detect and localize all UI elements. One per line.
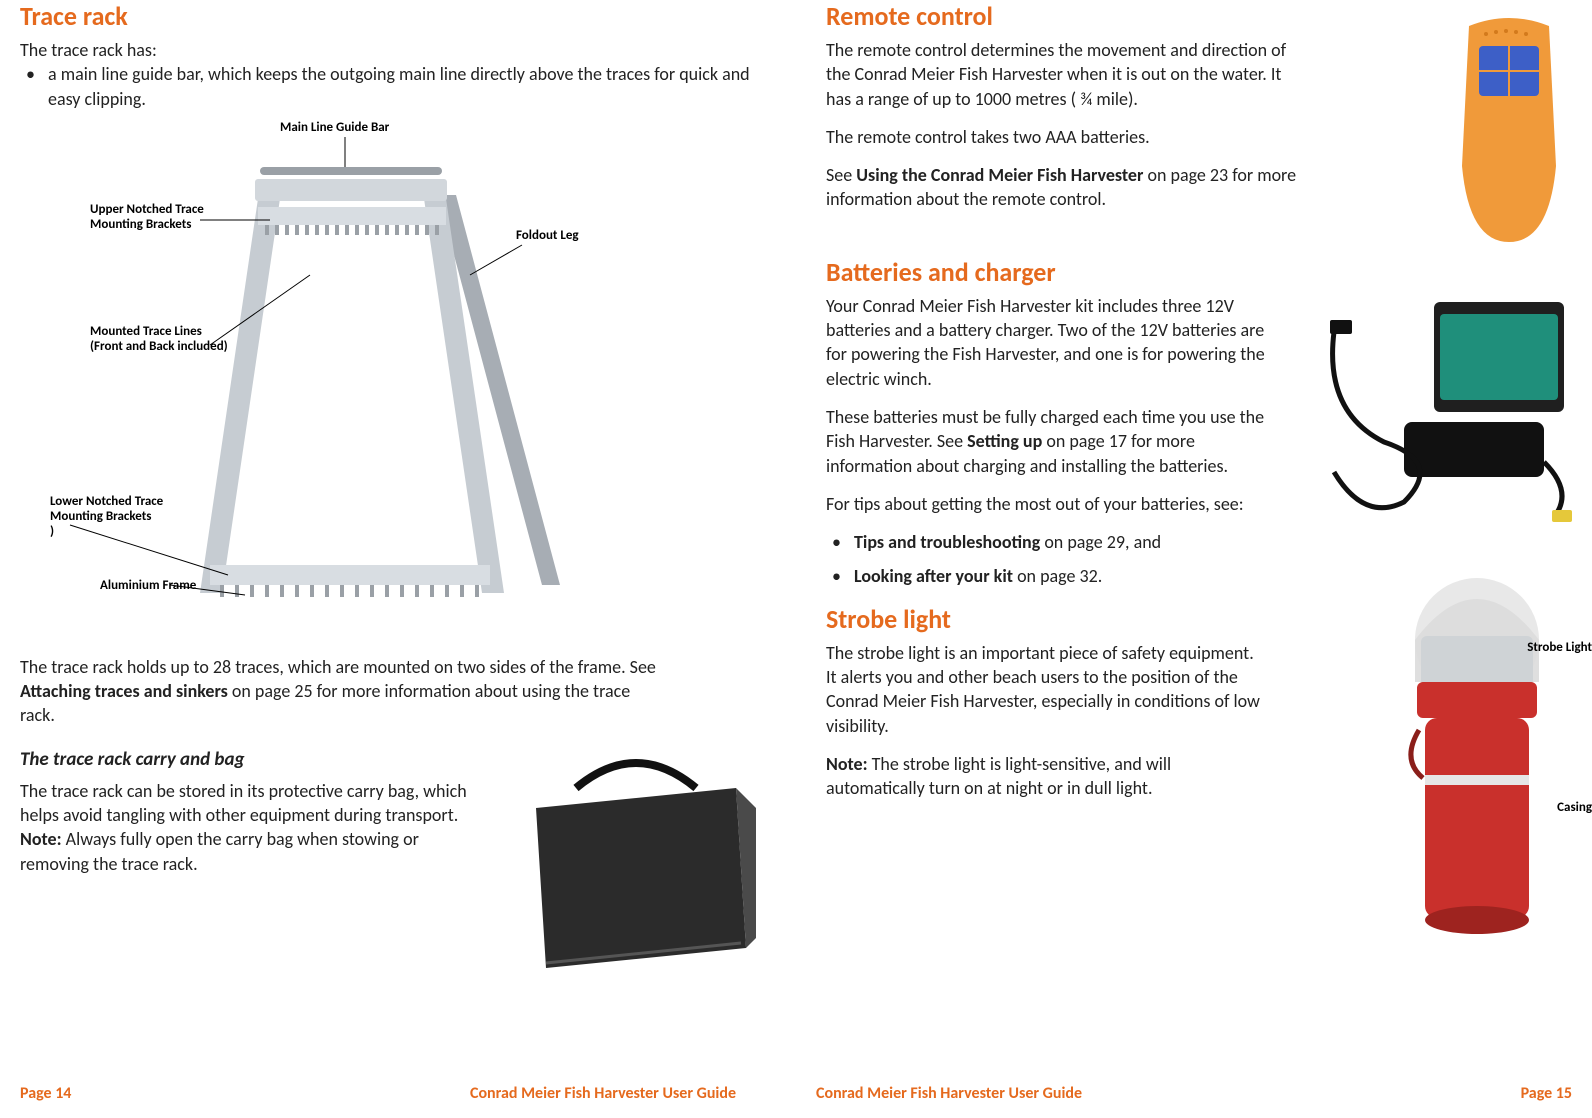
batteries-p3: For tips about getting the most out of y… [826,492,1276,516]
heading-batteries: Batteries and charger [826,256,1576,288]
footer-left: Page 14 Conrad Meier Fish Harvester User… [0,1084,796,1108]
remote-p3b: Using the Conrad Meier Fish Harvester [856,164,1143,186]
footer-guide-right: Conrad Meier Fish Harvester User Guide [816,1084,1082,1103]
strobe-p1: The strobe light is an important piece o… [826,641,1266,738]
para2-b: Attaching traces and sinkers [20,680,228,702]
batteries-b1b: on page 29, and [1040,531,1161,553]
label-lower-notched: Lower Notched Trace Mounting Brackets ) [50,495,163,540]
strobe-light-image [1397,570,1572,940]
batteries-p1: Your Conrad Meier Fish Harvester kit inc… [826,294,1276,391]
batteries-b1: Tips and troubleshooting on page 29, and [826,530,1306,554]
battery-charger-image [1324,292,1574,522]
trace-rack-bullet-1: a main line guide bar, which keeps the o… [20,62,766,111]
label-upper-notched: Upper Notched Trace Mounting Brackets [90,203,204,233]
label-foldout-leg: Foldout Leg [516,229,579,244]
carry-bag-heading: The trace rack carry and bag [20,748,488,771]
battery-icon [1324,292,1574,522]
remote-control-image [1444,16,1574,246]
heading-trace-rack: Trace rack [20,0,766,32]
page-15: Remote control The remote control determ… [796,0,1592,1118]
carry-note-label: Note: [20,828,62,850]
batteries-b2a: Looking after your kit [854,565,1013,587]
remote-icon [1444,16,1574,246]
page-number-14: Page 14 [20,1084,71,1103]
remote-body: The remote control determines the moveme… [826,38,1306,212]
trace-rack-intro: The trace rack has: [20,38,766,62]
carry-note-text: Always fully open the carry bag when sto… [20,828,419,874]
label-main-line-guide-bar: Main Line Guide Bar [280,121,389,136]
page-14: Trace rack The trace rack has: a main li… [0,0,796,1118]
batteries-body: Your Conrad Meier Fish Harvester kit inc… [826,294,1276,516]
footer-guide-left: Conrad Meier Fish Harvester User Guide [470,1084,736,1103]
page-number-15: Page 15 [1521,1084,1572,1103]
label-casing: Casing [1557,800,1592,815]
label-strobe-light: Strobe Light [1527,640,1592,655]
strobe-note-text: The strobe light is light-sensitive, and… [826,753,1171,799]
batteries-p2: These batteries must be fully charged ea… [826,405,1276,478]
carry-bag-p1: The trace rack can be stored in its prot… [20,779,488,828]
label-aluminium-frame: Aluminium Frame [100,579,196,594]
batteries-b1a: Tips and troubleshooting [854,531,1040,553]
batteries-bullets: Tips and troubleshooting on page 29, and… [826,530,1306,589]
strobe-note-label: Note: [826,753,868,775]
footer-right: Conrad Meier Fish Harvester User Guide P… [796,1084,1592,1108]
batteries-b2b: on page 32. [1013,565,1102,587]
label-mounted-trace-lines: Mounted Trace Lines (Front and Back incl… [90,325,228,355]
remote-p2: The remote control takes two AAA batteri… [826,125,1306,149]
carry-bag-note: Note: Always fully open the carry bag wh… [20,827,488,876]
trace-rack-bullets: a main line guide bar, which keeps the o… [20,62,766,111]
batteries-b2: Looking after your kit on page 32. [826,564,1306,588]
remote-p3: See Using the Conrad Meier Fish Harveste… [826,163,1306,212]
para2-a: The trace rack holds up to 28 traces, wh… [20,656,656,678]
trace-rack-diagram: Main Line Guide Bar Upper Notched Trace … [60,125,620,645]
batteries-p2b: Setting up [967,430,1042,452]
page-spread: Trace rack The trace rack has: a main li… [0,0,1592,1118]
remote-p1: The remote control determines the moveme… [826,38,1306,111]
strobe-body: The strobe light is an important piece o… [826,641,1266,801]
remote-p3a: See [826,164,856,186]
strobe-icon [1397,570,1572,940]
carry-bag-icon [506,748,766,978]
strobe-note: Note: The strobe light is light-sensitiv… [826,752,1266,801]
trace-rack-para2: The trace rack holds up to 28 traces, wh… [20,655,660,728]
carry-bag-image [506,748,766,978]
carry-bag-text: The trace rack carry and bag The trace r… [20,748,488,876]
carry-bag-section: The trace rack carry and bag The trace r… [20,748,766,978]
